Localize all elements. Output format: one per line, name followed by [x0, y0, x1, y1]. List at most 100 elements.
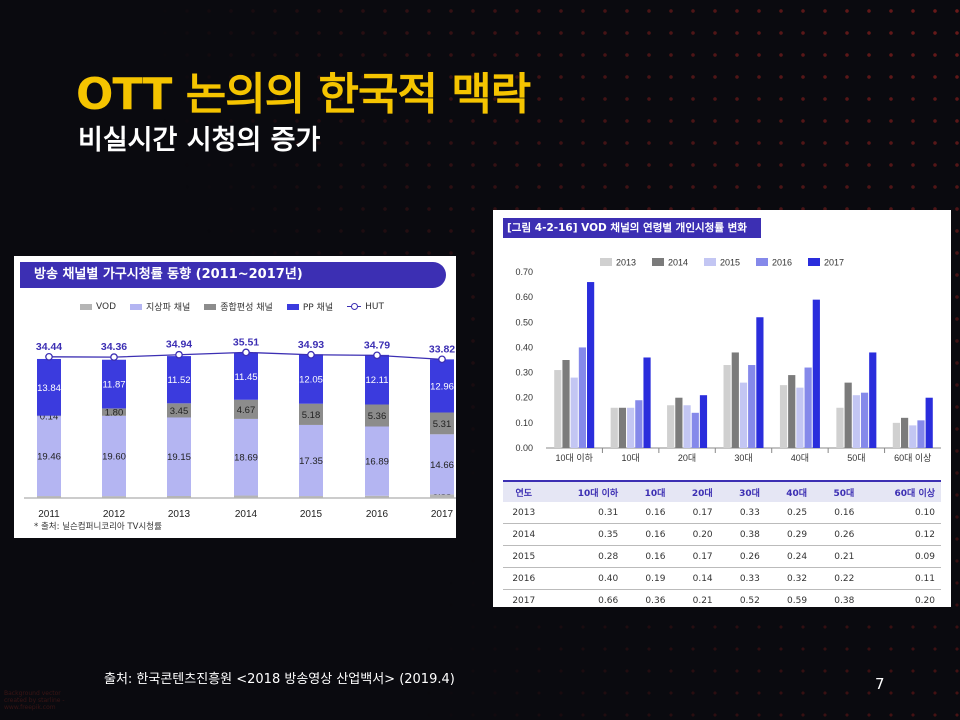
x-tick-label: 2016 — [366, 509, 389, 520]
bar-2015 — [570, 377, 578, 448]
bar-2017 — [869, 352, 877, 448]
y-tick-label: 0.00 — [515, 443, 533, 453]
bar-segment-종합편성 채널 — [167, 403, 191, 418]
legend-swatch — [704, 258, 716, 266]
bar-segment-PP 채널 — [365, 354, 389, 405]
bar-segment-VOD — [167, 495, 191, 498]
bar-value-label: 18.69 — [234, 453, 258, 464]
bar-2013 — [554, 370, 562, 448]
table-cell: 0.33 — [718, 567, 766, 590]
bar-value-label: 19.15 — [167, 452, 191, 463]
table-cell: 0.10 — [860, 502, 941, 524]
legend-item: PP 채널 — [286, 300, 333, 313]
bar-2013 — [723, 365, 731, 448]
x-tick-label: 60대 이상 — [894, 453, 931, 463]
bar-2013 — [779, 385, 788, 448]
legend-label: 2014 — [668, 258, 688, 268]
table-cell: 0.22 — [813, 567, 861, 590]
hut-point — [373, 351, 381, 360]
table-row: 2016 0.40 0.19 0.14 0.33 0.32 0.22 0.11 — [503, 567, 941, 590]
slide-source: 출처: 한국콘텐츠진흥원 <2018 방송영상 산업백서> (2019.4) — [104, 672, 455, 687]
legend-swatch-terrestrial — [130, 303, 143, 310]
chart-legend: VOD 지상파 채널 종합편성 채널 PP 채널 HUT — [80, 300, 398, 313]
hut-value-label: 34.44 — [36, 341, 62, 353]
table-cell: 0.21 — [813, 545, 861, 568]
legend-swatch — [652, 258, 664, 266]
bar-segment-VOD — [37, 496, 61, 498]
background-credit: Background vector created by starline - … — [4, 690, 65, 711]
table-cell: 0.09 — [860, 545, 941, 568]
vod-data-table: 연도 10대 이하 10대 20대 30대 40대 50대 60대 이상 2013 0.31 0.… — [503, 480, 941, 607]
bar-segment-PP 채널 — [430, 359, 454, 413]
slide-title: OTT 논의의 한국적 맥락 — [76, 69, 531, 120]
stacked-bar-chart: 0.4719.460.1413.8420110.4519.601.8011.87… — [24, 336, 456, 520]
x-tick-label: 50대 — [847, 453, 865, 463]
table-cell: 0.32 — [765, 567, 814, 590]
bar-segment-종합편성 채널 — [430, 412, 454, 435]
table-cell: 0.24 — [765, 545, 814, 568]
table-cell: 0.12 — [860, 523, 941, 546]
y-tick-label: 0.40 — [515, 342, 533, 352]
hut-value-label: 34.36 — [101, 341, 127, 353]
table-header-row: 연도 10대 이하 10대 20대 30대 40대 50대 60대 이상 — [503, 480, 941, 502]
bar-value-label: 12.96 — [430, 381, 454, 392]
legend-swatch-pp — [286, 303, 299, 310]
bar-segment-지상파 채널 — [37, 416, 61, 497]
bar-segment-PP 채널 — [37, 358, 61, 416]
table-cell: 0.20 — [671, 523, 719, 546]
hut-value-label: 33.82 — [429, 343, 455, 355]
table-header-cell: 10대 이하 — [543, 480, 625, 502]
bar-segment-VOD — [365, 495, 389, 498]
household-rating-chart-panel: 방송 채널별 가구시청률 동향 (2011~2017년) VOD 지상파 채널 … — [14, 256, 456, 538]
legend-swatch-vod — [80, 303, 92, 310]
bar-value-label: 16.89 — [365, 457, 389, 468]
table-header-cell: 연도 — [503, 480, 544, 502]
chart-title: 방송 채널별 가구시청률 동향 (2011~2017년) — [20, 262, 446, 288]
bar-value-label: 13.84 — [37, 383, 61, 394]
bar-segment-지상파 채널 — [167, 417, 191, 496]
table-cell: 0.16 — [624, 545, 672, 568]
y-tick-label: 0.30 — [515, 368, 533, 378]
bar-2014 — [731, 352, 739, 448]
x-tick-label: 30대 — [734, 453, 752, 463]
table-cell: 2015 — [503, 545, 544, 568]
table-header-cell: 10대 — [624, 480, 672, 502]
table-header-cell: 60대 이상 — [860, 480, 941, 502]
hut-point — [110, 353, 118, 361]
bar-value-label: 12.05 — [299, 374, 323, 385]
legend-label: 2016 — [772, 258, 792, 268]
x-tick-label: 2013 — [168, 509, 191, 520]
hut-value-label: 35.51 — [233, 336, 259, 348]
table-cell: 0.21 — [671, 589, 719, 607]
legend-label: 2017 — [824, 258, 844, 268]
table-cell: 0.66 — [543, 589, 625, 607]
bar-segment-VOD — [299, 496, 323, 498]
bar-2016 — [804, 367, 812, 448]
table-cell: 0.28 — [543, 545, 625, 568]
vod-age-rating-panel: [그림 4-2-16] VOD 채널의 연령별 개인시청률 변화 2013 201… — [493, 210, 951, 607]
legend-item: 종합편성 채널 — [204, 300, 273, 313]
table-cell: 0.14 — [671, 567, 719, 590]
table-cell: 0.38 — [718, 523, 766, 546]
bar-2015 — [852, 395, 860, 448]
table-cell: 0.17 — [671, 545, 719, 568]
bar-segment-PP 채널 — [102, 359, 126, 409]
bar-segment-종합편성 채널 — [234, 399, 258, 419]
table-cell: 0.31 — [543, 502, 625, 524]
bar-2013 — [667, 405, 675, 448]
bar-value-label: 11.45 — [234, 372, 257, 383]
bar-2016 — [635, 400, 643, 448]
bar-segment-지상파 채널 — [102, 415, 126, 497]
table-header-cell: 50대 — [813, 480, 861, 502]
legend-label: 2015 — [720, 258, 740, 268]
bar-segment-VOD — [430, 494, 454, 498]
bar-segment-종합편성 채널 — [37, 415, 61, 417]
table-cell: 0.16 — [813, 502, 861, 524]
y-tick-label: 0.70 — [515, 267, 533, 277]
legend-item: 지상파 채널 — [130, 300, 190, 313]
chart-source-note: * 출처: 닐슨컴퍼니코리아 TV시청률 — [34, 522, 162, 532]
table-cell: 2013 — [503, 502, 544, 524]
bar-segment-지상파 채널 — [365, 426, 389, 496]
bar-2017 — [587, 282, 595, 448]
bar-2016 — [748, 365, 756, 448]
